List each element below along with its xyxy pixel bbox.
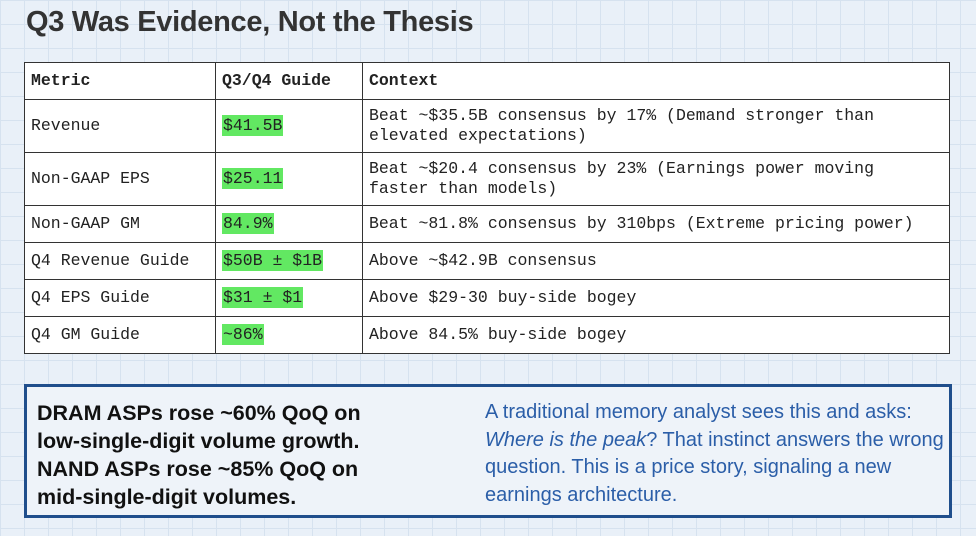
header-cell: Context [362, 62, 950, 100]
cell: $25.11 [215, 152, 363, 206]
cell: Q4 Revenue Guide [24, 242, 216, 280]
cell: Q4 GM Guide [24, 316, 216, 354]
highlighted-value: $31 ± $1 [222, 287, 304, 308]
header-cell: Q3/Q4 Guide [215, 62, 363, 100]
table-row: Non-GAAP EPS $25.11 Beat ~$20.4 consensus … [24, 152, 950, 206]
callout-line: low-single-digit volume growth. [37, 429, 360, 453]
cell: Q4 EPS Guide [24, 279, 216, 317]
italic-text: Where is the peak [485, 428, 647, 451]
cell: Beat ~$35.5B consensus by 17% (Demand st… [362, 99, 950, 153]
callout-right: A traditional memory analyst sees this a… [485, 399, 945, 509]
cell: $50B ± $1B [215, 242, 363, 280]
cell: Above ~$42.9B consensus [362, 242, 950, 280]
callout-line: NAND ASPs rose ~85% QoQ on [37, 457, 359, 481]
highlighted-value: $41.5B [222, 115, 284, 136]
metrics-table: Metric Q3/Q4 Guide Context Revenue $41.5B… [24, 62, 950, 354]
callout-line: DRAM ASPs rose ~60% QoQ on [37, 401, 361, 425]
cell: Beat ~$20.4 consensus by 23% (Earnings p… [362, 152, 950, 206]
text: A traditional memory analyst sees this a… [485, 401, 912, 423]
cell: 84.9% [215, 205, 363, 243]
callout: DRAM ASPs rose ~60% QoQ on low-single-dig… [24, 384, 952, 518]
cell: $31 ± $1 [215, 279, 363, 317]
title: Q3 Was Evidence, Not the Thesis [26, 6, 474, 38]
table-row: Q4 Revenue Guide $50B ± $1B Above ~$42.9B … [24, 242, 950, 280]
header-row: Metric Q3/Q4 Guide Context [24, 62, 950, 100]
highlighted-value: $25.11 [222, 168, 284, 189]
table-row: Non-GAAP GM 84.9% Beat ~81.8% consensus by… [24, 205, 950, 243]
cell: Above 84.5% buy-side bogey [362, 316, 950, 354]
cell: Beat ~81.8% consensus by 310bps (Extreme… [362, 205, 950, 243]
highlighted-value: ~86% [222, 324, 264, 345]
cell: Non-GAAP GM [24, 205, 216, 243]
header-cell: Metric [24, 62, 216, 100]
highlighted-value: 84.9% [222, 213, 274, 234]
text: ? That instinct answers the wrong questi… [485, 428, 944, 506]
cell: Non-GAAP EPS [24, 152, 216, 206]
cell: $41.5B [215, 99, 363, 153]
callout-line: mid-single-digit volumes. [37, 485, 297, 509]
table-row: Revenue $41.5B Beat ~$35.5B consensus by 1… [24, 99, 950, 153]
cell: Revenue [24, 99, 216, 153]
callout-left: DRAM ASPs rose ~60% QoQ on low-single-dig… [37, 399, 361, 511]
cell: Above $29-30 buy-side bogey [362, 279, 950, 317]
cell: ~86% [215, 316, 363, 354]
highlighted-value: $50B ± $1B [222, 250, 324, 271]
table-row: Q4 EPS Guide $31 ± $1 Above $29-30 buy-sid… [24, 279, 950, 317]
table-row: Q4 GM Guide ~86% Above 84.5% buy-side boge… [24, 316, 950, 354]
